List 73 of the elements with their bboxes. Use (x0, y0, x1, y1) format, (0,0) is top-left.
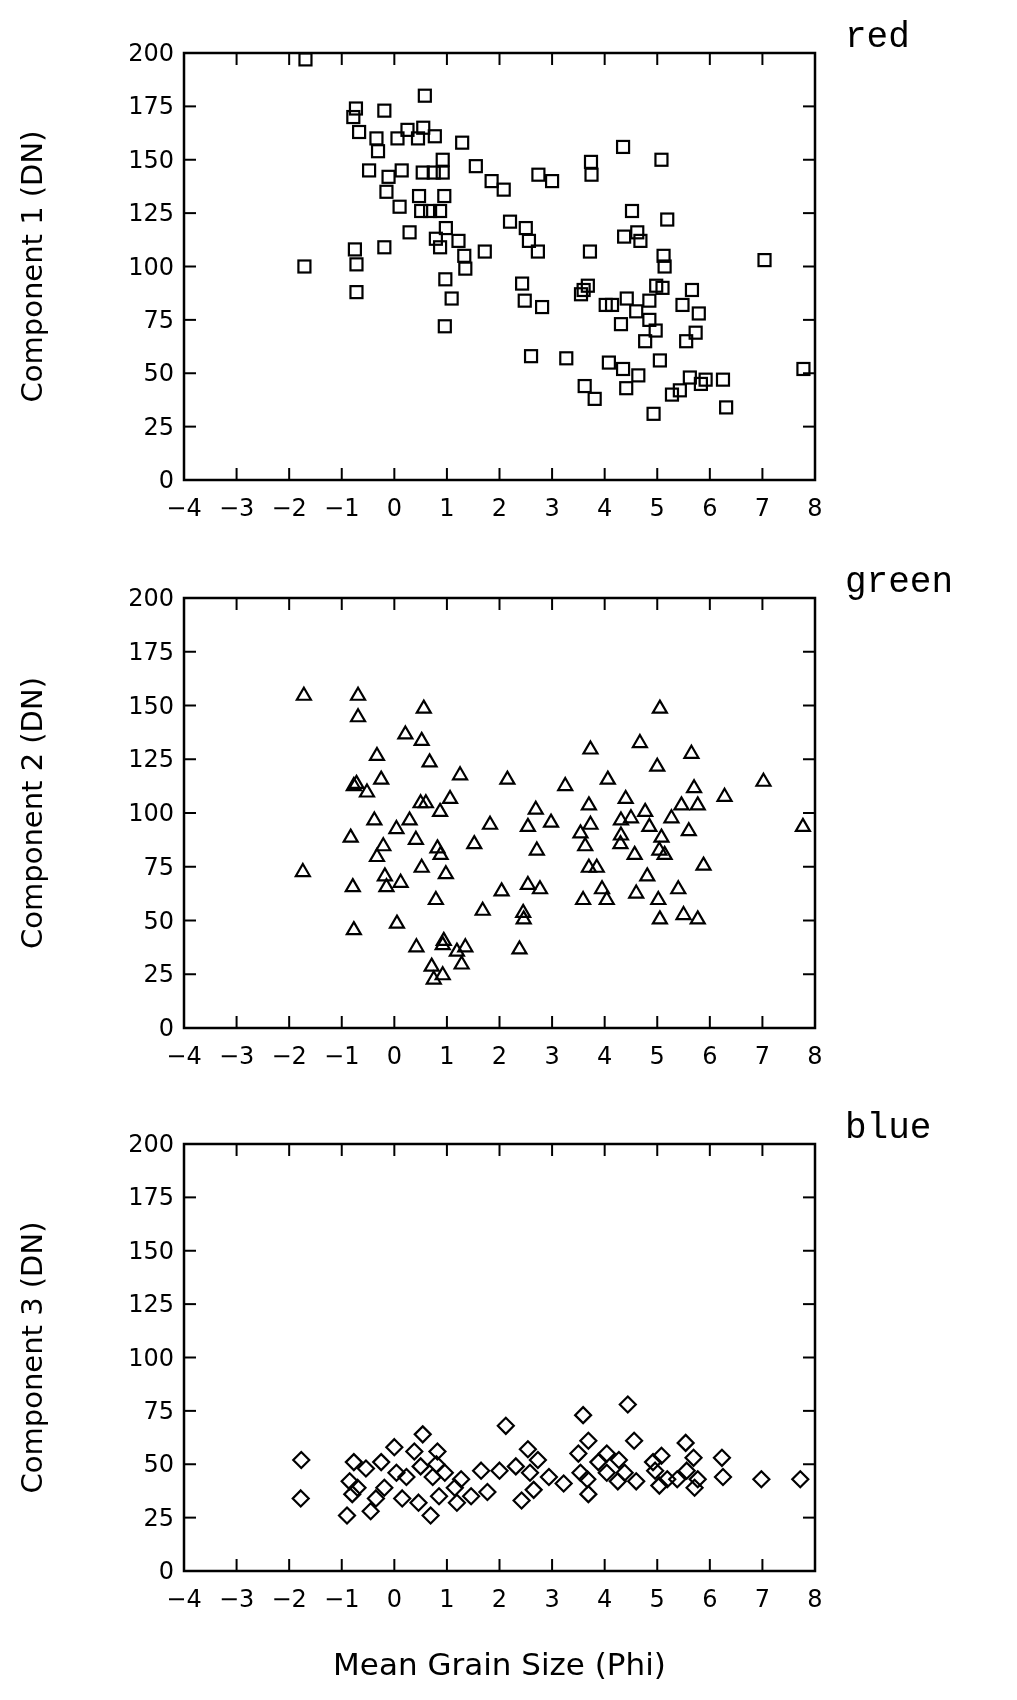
x-tick-label: 1 (439, 1585, 455, 1613)
x-tick-label: −1 (324, 1585, 360, 1613)
x-tick-label: 5 (649, 494, 665, 522)
x-tick-label: 0 (386, 494, 402, 522)
y-tick-label: 50 (143, 359, 174, 388)
x-tick-label: 3 (544, 1585, 560, 1613)
x-tick-label: 3 (544, 494, 560, 522)
y-tick-label: 75 (143, 852, 174, 881)
y-tick-label: 125 (128, 745, 174, 774)
y-tick-label: 100 (128, 252, 174, 281)
x-tick-label: 6 (702, 1585, 718, 1613)
y-tick-label: 0 (158, 466, 174, 494)
x-axis-title: Mean Grain Size (Phi) (333, 1646, 666, 1682)
y-tick-label: 100 (128, 799, 174, 827)
y-tick-label: 0 (158, 1014, 174, 1042)
x-tick-label: 4 (597, 1042, 613, 1070)
x-tick-label: −1 (324, 494, 360, 522)
x-tick-label: 8 (807, 1042, 823, 1070)
y-axis-title: Component 3 (DN) (15, 1221, 49, 1494)
y-tick-label: 75 (143, 305, 174, 334)
x-tick-label: 2 (491, 494, 508, 522)
y-tick-label: 125 (128, 1290, 174, 1319)
y-tick-label: 150 (128, 145, 174, 174)
x-tick-label: −4 (166, 1042, 202, 1070)
y-tick-label: 175 (128, 637, 174, 666)
y-tick-label: 50 (143, 906, 174, 935)
y-axis-title: Component 1 (DN) (15, 130, 49, 403)
text: red (845, 17, 910, 58)
y-tick-label: 25 (143, 1503, 174, 1532)
x-tick-label: −2 (271, 1585, 307, 1613)
x-tick-label: 4 (597, 1585, 613, 1613)
y-tick-label: 200 (128, 1130, 174, 1158)
y-tick-label: 25 (143, 960, 174, 989)
x-tick-label: 0 (386, 1042, 402, 1070)
x-tick-label: 0 (386, 1585, 402, 1613)
y-tick-label: 0 (158, 1557, 174, 1585)
y-tick-label: 75 (143, 1396, 174, 1425)
x-tick-label: −2 (271, 494, 307, 522)
x-tick-label: 4 (597, 494, 613, 522)
x-tick-label: 6 (702, 494, 718, 522)
y-tick-label: 200 (128, 584, 174, 612)
x-tick-label: 7 (754, 1042, 771, 1070)
x-tick-label: 6 (702, 1042, 718, 1070)
x-tick-label: 5 (649, 1585, 665, 1613)
x-tick-label: 2 (491, 1042, 508, 1070)
x-tick-label: 3 (544, 1042, 560, 1070)
x-tick-label: −4 (166, 494, 202, 522)
x-tick-label: −2 (271, 1042, 307, 1070)
x-tick-label: 7 (754, 1585, 771, 1613)
x-tick-label: 8 (807, 494, 823, 522)
x-tick-label: 8 (807, 1585, 823, 1613)
x-tick-label: 7 (754, 494, 771, 522)
text: green (845, 562, 954, 603)
x-tick-label: 1 (439, 494, 455, 522)
x-tick-label: −3 (218, 1585, 255, 1613)
x-tick-label: −4 (166, 1585, 202, 1613)
y-tick-label: 175 (128, 92, 174, 121)
x-tick-label: −1 (324, 1042, 360, 1070)
y-tick-label: 25 (143, 412, 174, 441)
y-tick-label: 150 (128, 1236, 174, 1265)
y-tick-label: 150 (128, 691, 174, 720)
x-tick-label: −3 (218, 1042, 255, 1070)
y-axis-title: Component 2 (DN) (15, 677, 49, 949)
y-tick-label: 200 (128, 39, 174, 67)
x-tick-label: 5 (649, 1042, 665, 1070)
x-tick-label: 1 (439, 1042, 455, 1070)
y-tick-label: 125 (128, 199, 174, 228)
y-tick-label: 175 (128, 1183, 174, 1212)
y-tick-label: 50 (143, 1450, 174, 1479)
x-tick-label: −3 (218, 494, 255, 522)
x-tick-label: 2 (491, 1585, 508, 1613)
y-tick-label: 100 (128, 1343, 174, 1372)
text: blue (845, 1108, 932, 1149)
